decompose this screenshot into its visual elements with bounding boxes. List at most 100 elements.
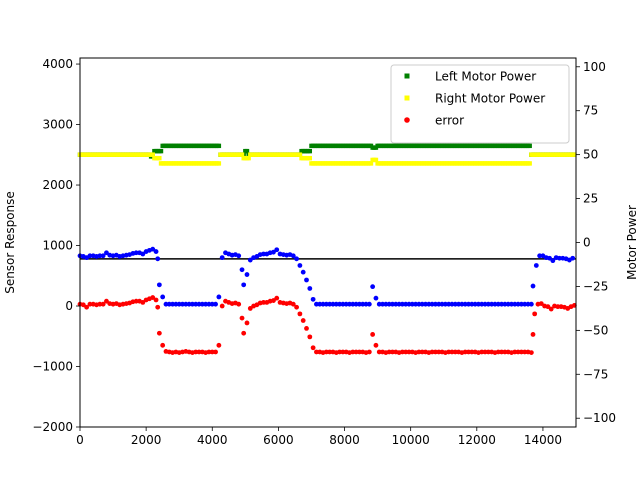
data-point bbox=[206, 349, 212, 355]
data-point bbox=[370, 332, 376, 337]
data-point bbox=[433, 301, 438, 307]
data-point bbox=[310, 296, 316, 302]
data-point bbox=[340, 301, 346, 307]
data-point bbox=[180, 301, 185, 307]
x-tick-label: 0 bbox=[76, 433, 84, 447]
data-point bbox=[290, 253, 296, 259]
marks-layer bbox=[77, 143, 577, 355]
y-axis-label-right: Motor Power bbox=[625, 205, 639, 280]
data-point bbox=[368, 161, 374, 166]
data-point bbox=[236, 301, 242, 307]
legend-marker bbox=[404, 95, 410, 101]
data-point bbox=[100, 301, 106, 307]
data-point bbox=[505, 301, 511, 307]
data-point bbox=[193, 349, 199, 355]
data-point bbox=[366, 301, 372, 307]
data-point bbox=[84, 304, 90, 310]
data-point bbox=[297, 311, 303, 317]
data-point bbox=[153, 249, 159, 254]
data-point bbox=[555, 304, 561, 310]
data-point bbox=[104, 250, 109, 256]
y-axis-right: −100 −75 −50 −25 0 25 50 75 100 bbox=[576, 60, 616, 425]
data-point bbox=[390, 301, 395, 307]
data-point bbox=[499, 301, 504, 307]
data-point bbox=[489, 301, 495, 307]
data-point bbox=[304, 277, 309, 283]
legend-box bbox=[390, 64, 570, 144]
data-point bbox=[380, 301, 385, 307]
x-tick-label: 4000 bbox=[197, 433, 228, 447]
data-point bbox=[462, 349, 468, 355]
data-point bbox=[419, 301, 425, 307]
data-point bbox=[449, 349, 455, 355]
data-point bbox=[155, 256, 161, 262]
data-point bbox=[532, 311, 538, 317]
y-tick-label-right: 50 bbox=[583, 148, 598, 162]
data-point bbox=[300, 269, 306, 275]
data-point bbox=[314, 349, 319, 355]
data-point bbox=[495, 349, 501, 355]
data-point bbox=[239, 267, 245, 273]
data-point bbox=[216, 342, 222, 348]
data-point bbox=[353, 301, 359, 307]
y-tick-label-right: −75 bbox=[583, 367, 608, 381]
legend-label: Right Motor Power bbox=[435, 92, 545, 106]
data-point bbox=[261, 251, 266, 257]
data-point bbox=[241, 282, 247, 288]
data-point bbox=[400, 349, 405, 355]
data-point bbox=[337, 349, 342, 355]
data-point bbox=[390, 349, 395, 355]
x-tick-label: 10000 bbox=[392, 433, 430, 447]
data-point bbox=[479, 301, 485, 307]
data-point bbox=[357, 301, 362, 307]
data-point bbox=[97, 301, 103, 307]
data-point bbox=[527, 161, 532, 166]
y-tick-label-left: −1000 bbox=[32, 360, 73, 374]
data-point bbox=[456, 301, 462, 307]
data-point bbox=[476, 301, 481, 307]
data-point bbox=[485, 301, 491, 307]
data-point bbox=[247, 257, 253, 263]
y-tick-label-left: 1000 bbox=[42, 239, 73, 253]
data-point bbox=[373, 342, 379, 348]
x-tick-label: 14000 bbox=[524, 433, 562, 447]
data-point bbox=[333, 301, 339, 307]
data-point bbox=[340, 349, 346, 355]
legend-marker bbox=[404, 117, 410, 123]
data-point bbox=[386, 349, 392, 355]
data-point bbox=[429, 301, 435, 307]
data-point bbox=[530, 283, 536, 289]
data-point bbox=[522, 349, 528, 355]
data-point bbox=[502, 301, 508, 307]
data-point bbox=[219, 303, 225, 309]
data-point bbox=[530, 332, 536, 337]
data-point bbox=[87, 301, 93, 307]
data-point bbox=[419, 349, 425, 355]
data-point bbox=[239, 315, 245, 321]
data-point bbox=[244, 272, 250, 277]
data-point bbox=[247, 306, 253, 311]
data-point bbox=[327, 301, 333, 307]
data-point bbox=[183, 301, 189, 307]
data-point bbox=[271, 298, 276, 303]
data-point bbox=[469, 301, 475, 307]
data-point bbox=[522, 301, 528, 307]
data-point bbox=[271, 249, 276, 255]
data-point bbox=[426, 301, 432, 307]
data-point bbox=[409, 301, 415, 307]
data-point bbox=[297, 263, 303, 268]
data-point bbox=[163, 301, 169, 307]
data-point bbox=[150, 246, 156, 252]
data-point bbox=[482, 349, 488, 355]
data-point bbox=[485, 349, 491, 355]
data-point bbox=[439, 301, 445, 307]
data-point bbox=[209, 301, 215, 307]
data-point bbox=[193, 301, 199, 307]
data-point bbox=[403, 301, 409, 307]
data-point bbox=[393, 301, 399, 307]
data-point bbox=[383, 301, 389, 307]
data-point bbox=[519, 349, 524, 355]
data-point bbox=[533, 263, 539, 268]
data-point bbox=[366, 349, 372, 355]
data-point bbox=[190, 301, 195, 307]
